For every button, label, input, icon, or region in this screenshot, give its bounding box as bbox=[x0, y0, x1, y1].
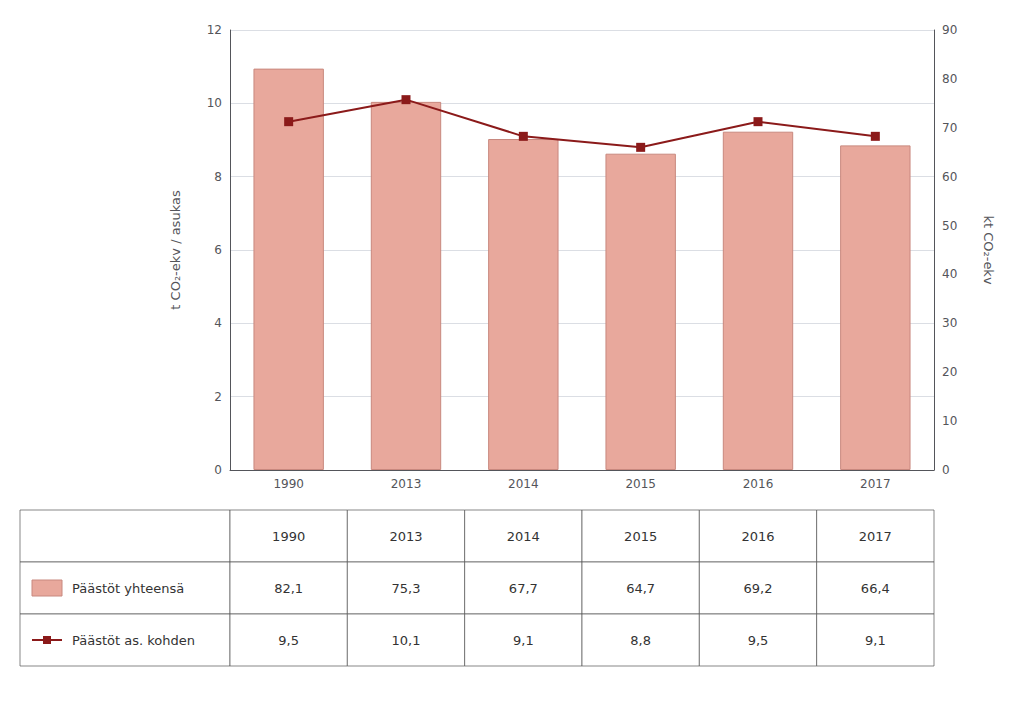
svg-text:10,1: 10,1 bbox=[392, 633, 421, 648]
svg-text:64,7: 64,7 bbox=[626, 581, 655, 596]
svg-text:70: 70 bbox=[942, 121, 957, 135]
svg-text:0: 0 bbox=[942, 463, 950, 477]
svg-text:75,3: 75,3 bbox=[392, 581, 421, 596]
svg-text:2014: 2014 bbox=[508, 477, 539, 491]
svg-text:0: 0 bbox=[214, 463, 222, 477]
svg-text:2013: 2013 bbox=[389, 529, 422, 544]
svg-text:2017: 2017 bbox=[860, 477, 891, 491]
svg-text:82,1: 82,1 bbox=[274, 581, 303, 596]
svg-text:t CO₂-ekv / asukas: t CO₂-ekv / asukas bbox=[168, 190, 183, 310]
svg-text:90: 90 bbox=[942, 23, 957, 37]
svg-text:10: 10 bbox=[942, 414, 957, 428]
svg-text:2: 2 bbox=[214, 390, 222, 404]
svg-text:2015: 2015 bbox=[624, 529, 657, 544]
svg-text:2016: 2016 bbox=[743, 477, 774, 491]
svg-text:69,2: 69,2 bbox=[744, 581, 773, 596]
svg-text:12: 12 bbox=[207, 23, 222, 37]
svg-text:Päästöt yhteensä: Päästöt yhteensä bbox=[72, 581, 184, 596]
svg-text:2013: 2013 bbox=[391, 477, 422, 491]
svg-text:9,1: 9,1 bbox=[513, 633, 534, 648]
svg-text:60: 60 bbox=[942, 170, 957, 184]
svg-text:2016: 2016 bbox=[741, 529, 774, 544]
svg-text:kt CO₂-ekv: kt CO₂-ekv bbox=[981, 215, 996, 284]
svg-text:30: 30 bbox=[942, 316, 957, 330]
svg-text:66,4: 66,4 bbox=[861, 581, 890, 596]
svg-text:9,5: 9,5 bbox=[748, 633, 769, 648]
svg-text:2015: 2015 bbox=[625, 477, 656, 491]
svg-text:50: 50 bbox=[942, 219, 957, 233]
svg-text:10: 10 bbox=[207, 96, 222, 110]
svg-text:20: 20 bbox=[942, 365, 957, 379]
svg-text:2014: 2014 bbox=[507, 529, 540, 544]
svg-text:6: 6 bbox=[214, 243, 222, 257]
svg-text:8: 8 bbox=[214, 170, 222, 184]
svg-text:8,8: 8,8 bbox=[630, 633, 651, 648]
svg-text:4: 4 bbox=[214, 316, 222, 330]
svg-text:80: 80 bbox=[942, 72, 957, 86]
svg-text:67,7: 67,7 bbox=[509, 581, 538, 596]
svg-text:9,5: 9,5 bbox=[278, 633, 299, 648]
svg-text:40: 40 bbox=[942, 267, 957, 281]
svg-text:9,1: 9,1 bbox=[865, 633, 886, 648]
svg-text:2017: 2017 bbox=[859, 529, 892, 544]
svg-text:Päästöt as. kohden: Päästöt as. kohden bbox=[72, 633, 195, 648]
svg-text:1990: 1990 bbox=[272, 529, 305, 544]
svg-text:1990: 1990 bbox=[273, 477, 304, 491]
